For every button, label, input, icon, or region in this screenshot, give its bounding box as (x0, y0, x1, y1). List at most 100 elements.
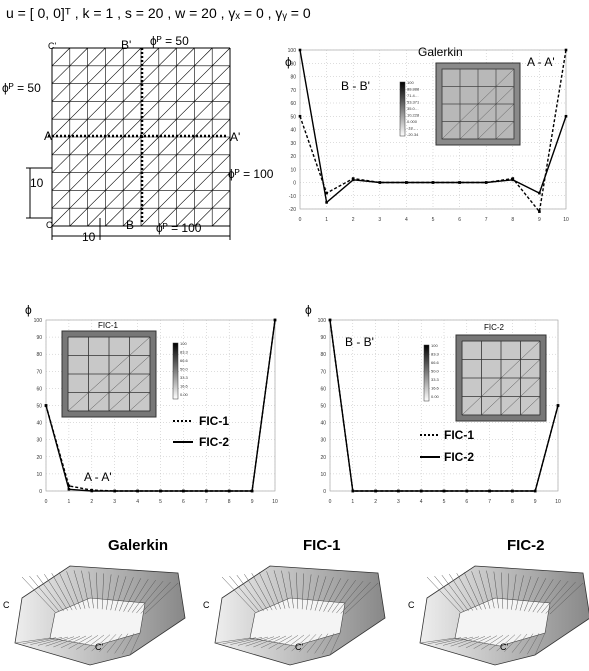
data-point (328, 318, 332, 322)
surface-mesh-line (541, 580, 569, 614)
data-point (488, 489, 491, 493)
y-axis-label: ϕ (25, 303, 32, 317)
x-tick-label: 6 (458, 217, 461, 223)
surface-mesh-line (251, 573, 273, 611)
x-tick-label: 6 (465, 499, 468, 505)
x-tick-label: 9 (538, 217, 541, 223)
data-point (511, 489, 514, 493)
inset-legend-label: -20.34 (407, 132, 419, 137)
surface-mesh-line (329, 632, 341, 656)
y-tick-label: 30 (320, 438, 326, 444)
corner-label: C (408, 600, 415, 610)
surface-mesh-line (140, 581, 171, 614)
surface-mesh-line (322, 633, 335, 655)
section-b-prime-label: B' (121, 38, 131, 52)
inset-legend-label: 16.6 (180, 384, 189, 389)
x-tick-label: 7 (488, 499, 491, 505)
y-axis-label: ϕ (285, 55, 292, 69)
surface-mesh-line (536, 579, 561, 613)
data-point (113, 489, 116, 493)
surface-mesh-line (30, 637, 63, 645)
section-b-label: B (126, 218, 134, 232)
surface-mesh-line (76, 635, 99, 650)
surface-mesh-line (486, 570, 495, 609)
inset-legend-label: 0.00 (180, 392, 189, 397)
surface-mesh-line (276, 635, 299, 650)
x-tick-label: 0 (45, 499, 48, 505)
x-tick-label: 6 (182, 499, 185, 505)
x-tick-label: 4 (405, 217, 408, 223)
y-tick-label: 80 (290, 75, 296, 81)
data-point (538, 210, 541, 213)
surface-mesh-line (450, 636, 480, 647)
data-point (431, 181, 435, 184)
y-tick-label: 70 (290, 88, 296, 94)
x-tick-label: 1 (351, 499, 354, 505)
surface-mesh-line (449, 574, 474, 611)
data-point (182, 489, 185, 493)
data-point (67, 484, 71, 488)
surface-mesh-line (258, 572, 277, 610)
data-point (351, 489, 355, 493)
data-point (397, 489, 400, 493)
surface-mesh-line (91, 634, 111, 652)
surface-mesh-line (44, 574, 69, 611)
data-point (205, 489, 208, 493)
surface-mesh-line (501, 572, 504, 609)
surface-mesh-line (496, 634, 516, 652)
surface-mesh-line (299, 634, 317, 652)
fic2-inset-plot: FIC-2 100 83.3 66.6 50.0 33.3 16.6 0.00 (423, 323, 547, 422)
data-point (511, 177, 515, 180)
data-point (511, 178, 515, 182)
surface-mesh-line (435, 637, 468, 645)
surface-mesh-line (29, 575, 60, 612)
surface-mesh-line (101, 573, 104, 610)
inset-legend-label: 35.0… (407, 106, 419, 111)
surface-mesh-line (493, 571, 499, 609)
surface-mesh-line (99, 634, 117, 652)
surface-mesh-line (534, 632, 546, 656)
y-tick-label: 10 (320, 472, 326, 478)
surface-mesh-line (519, 576, 532, 611)
x-tick-label: 0 (299, 217, 302, 223)
surface-mesh-line (260, 635, 287, 649)
fic1-inset-plot: FIC-1 100 83.3 66.6 50.0 33.3 16.6 0.00 (61, 321, 189, 418)
view-title-galerkin: Galerkin (108, 537, 169, 554)
y-tick-label: 80 (36, 352, 42, 358)
y-tick-label: 100 (288, 48, 297, 54)
inset-legend-label: 33.3 (180, 375, 189, 380)
x-tick-label: 7 (485, 217, 488, 223)
surface-mesh-line (532, 579, 554, 613)
surface-mesh-line (37, 636, 69, 646)
inset-legend-label: 50.0 (431, 369, 440, 374)
surface-mesh-line (266, 571, 281, 610)
data-point (44, 404, 48, 407)
dim-height-label: 10 (30, 176, 44, 190)
x-tick-label: 9 (534, 499, 537, 505)
surface-mesh-line (22, 637, 57, 645)
data-point (136, 489, 139, 493)
data-point (374, 489, 377, 493)
surface-mesh-line (481, 635, 504, 650)
inset-legend-label: 88.888 (407, 87, 420, 92)
inset-legend-label: 0.00 (431, 394, 440, 399)
view-title-fic2: FIC-2 (507, 537, 545, 554)
y-tick-label: 40 (290, 128, 296, 134)
surface-mesh-line (419, 637, 456, 644)
data-point (405, 181, 408, 184)
surface-mesh-line (122, 633, 135, 655)
corner-label: C (203, 600, 210, 610)
inset-legend-label: 66.6 (180, 358, 189, 363)
data-point (298, 48, 302, 52)
surface-mesh-line (527, 633, 540, 655)
surface-mesh-line (237, 636, 269, 646)
inset-title: Galerkin (418, 45, 463, 59)
surface-mesh-line (549, 582, 584, 615)
y-tick-label: 0 (293, 181, 296, 187)
surface-mesh-line (73, 570, 86, 609)
x-tick-label: 0 (329, 499, 332, 505)
